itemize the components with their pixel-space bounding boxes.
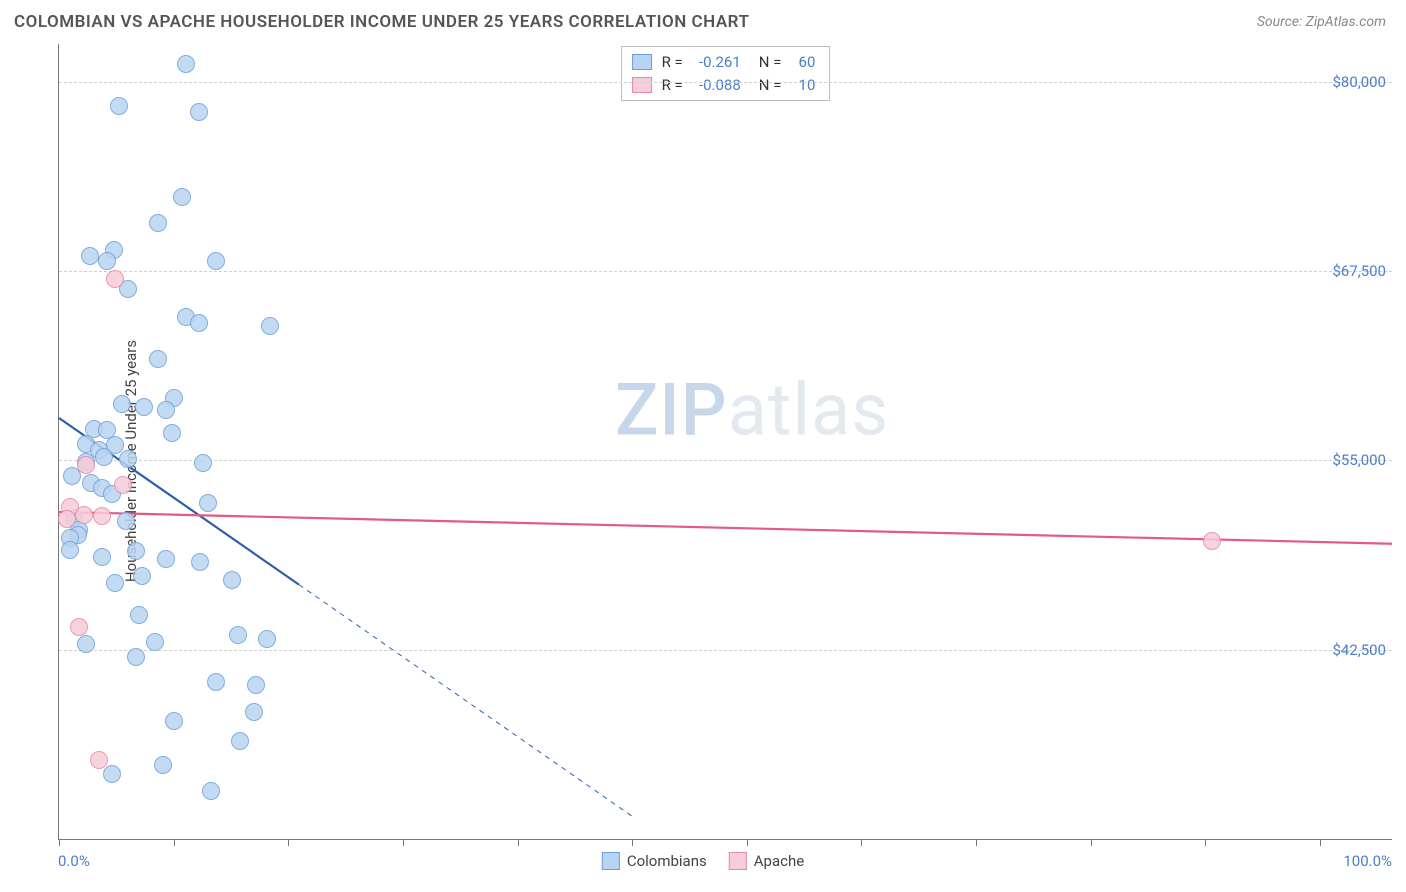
data-point: [173, 188, 191, 206]
y-tick-label: $80,000: [1332, 73, 1386, 91]
data-point: [90, 751, 108, 769]
correlation-legend-row: R =-0.261N =60: [632, 51, 816, 74]
data-point: [58, 510, 76, 528]
data-point: [157, 401, 175, 419]
data-point: [103, 765, 121, 783]
x-tick: [174, 839, 175, 846]
data-point: [127, 542, 145, 560]
x-tick: [403, 839, 404, 846]
data-point: [127, 648, 145, 666]
data-point: [245, 703, 263, 721]
data-point: [75, 506, 93, 524]
data-point: [146, 633, 164, 651]
grid-line: [59, 82, 1392, 83]
data-point: [207, 252, 225, 270]
data-point: [261, 317, 279, 335]
trend-lines-layer: [59, 44, 1392, 839]
legend-swatch: [602, 852, 620, 870]
x-tick: [861, 839, 862, 846]
x-tick: [1091, 839, 1092, 846]
data-point: [157, 550, 175, 568]
data-point: [61, 541, 79, 559]
data-point: [135, 398, 153, 416]
chart-title: COLOMBIAN VS APACHE HOUSEHOLDER INCOME U…: [14, 12, 749, 32]
data-point: [77, 635, 95, 653]
grid-line: [59, 460, 1392, 461]
data-point: [110, 97, 128, 115]
data-point: [93, 548, 111, 566]
data-point: [149, 214, 167, 232]
data-point: [165, 712, 183, 730]
data-point: [119, 450, 137, 468]
x-tick: [518, 839, 519, 846]
data-point: [191, 553, 209, 571]
data-point: [258, 630, 276, 648]
watermark: ZIPatlas: [615, 367, 889, 452]
data-point: [95, 448, 113, 466]
data-point: [77, 456, 95, 474]
data-point: [190, 103, 208, 121]
data-point: [133, 567, 151, 585]
data-point: [231, 732, 249, 750]
data-point: [190, 314, 208, 332]
trend-line-extrapolated: [299, 585, 632, 817]
legend-item: Colombians: [602, 852, 707, 870]
data-point: [70, 618, 88, 636]
x-tick: [1320, 839, 1321, 846]
x-tick: [976, 839, 977, 846]
data-point: [114, 476, 132, 494]
grid-line: [59, 271, 1392, 272]
data-point: [229, 626, 247, 644]
x-tick: [59, 839, 60, 846]
legend-item: Apache: [729, 852, 804, 870]
data-point: [113, 395, 131, 413]
data-point: [98, 252, 116, 270]
x-tick: [288, 839, 289, 846]
legend-swatch: [632, 77, 652, 93]
data-point: [149, 350, 167, 368]
legend-label: Apache: [754, 852, 804, 870]
series-legend: Colombians Apache: [602, 852, 804, 870]
data-point: [106, 574, 124, 592]
data-point: [223, 571, 241, 589]
data-point: [207, 673, 225, 691]
data-point: [163, 424, 181, 442]
y-tick-label: $55,000: [1332, 451, 1386, 469]
plot-area: R =-0.261N =60R =-0.088N =10 $42,500 $55,…: [58, 44, 1392, 840]
data-point: [117, 512, 135, 530]
data-point: [247, 676, 265, 694]
x-tick: [632, 839, 633, 846]
chart-container: Householder Income Under 25 years R =-0.…: [14, 44, 1392, 878]
data-point: [130, 606, 148, 624]
source-label: Source: ZipAtlas.com: [1257, 14, 1386, 30]
correlation-legend-row: R =-0.088N =10: [632, 74, 816, 97]
data-point: [106, 270, 124, 288]
trend-line: [59, 512, 1392, 544]
x-axis-max-label: 100.0%: [1343, 852, 1392, 870]
data-point: [93, 507, 111, 525]
legend-swatch: [729, 852, 747, 870]
data-point: [177, 55, 195, 73]
data-point: [81, 247, 99, 265]
correlation-legend: R =-0.261N =60R =-0.088N =10: [621, 46, 831, 101]
grid-line: [59, 650, 1392, 651]
data-point: [202, 782, 220, 800]
x-tick: [1205, 839, 1206, 846]
data-point: [199, 494, 217, 512]
data-point: [1203, 532, 1221, 550]
x-axis-min-label: 0.0%: [58, 852, 90, 870]
data-point: [194, 454, 212, 472]
legend-label: Colombians: [627, 852, 707, 870]
data-point: [154, 756, 172, 774]
x-tick: [747, 839, 748, 846]
y-tick-label: $67,500: [1332, 262, 1386, 280]
y-tick-label: $42,500: [1332, 641, 1386, 659]
legend-swatch: [632, 54, 652, 70]
